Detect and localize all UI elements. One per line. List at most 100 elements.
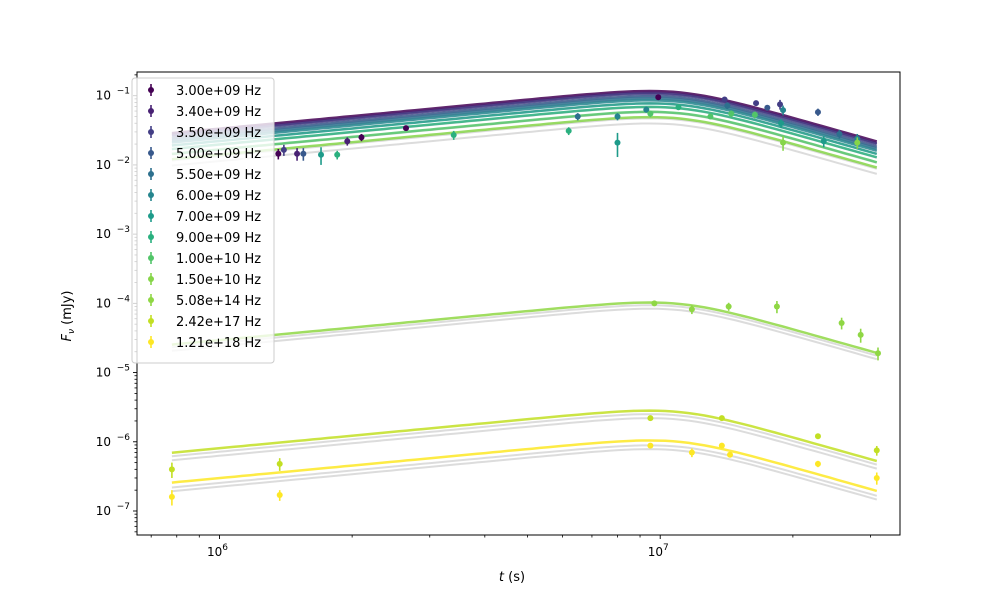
data-point (764, 104, 771, 111)
model-curve (171, 95, 878, 148)
model-curve-gray (171, 417, 878, 470)
model-curve (171, 301, 878, 355)
data-point (814, 433, 821, 440)
legend-marker (148, 276, 154, 282)
model-curve (171, 99, 878, 153)
model-curve-gray (171, 444, 878, 497)
data-point (168, 493, 175, 500)
legend-marker (148, 318, 154, 324)
data-point (777, 101, 784, 108)
data-point (820, 138, 827, 145)
data-point (814, 460, 821, 467)
data-point (647, 110, 654, 117)
data-point (778, 120, 785, 127)
legend-label: 5.50e+09 Hz (176, 168, 261, 183)
legend-marker (148, 171, 154, 177)
data-point (334, 151, 341, 158)
model-curve (171, 409, 878, 463)
legend-entry: 2.42e+17 Hz (148, 315, 261, 330)
data-point (655, 94, 662, 101)
legend-entry: 6.00e+09 Hz (148, 189, 261, 204)
data-point (814, 109, 821, 116)
model-curve (171, 105, 878, 159)
model-curve-gray (171, 307, 878, 361)
data-point (780, 139, 787, 146)
data-point (751, 111, 758, 118)
legend-marker (148, 192, 154, 198)
data-point (875, 350, 882, 357)
data-point (276, 460, 283, 467)
legend-label: 6.00e+09 Hz (176, 189, 261, 204)
data-point (873, 474, 880, 481)
model-curve-gray (171, 448, 878, 501)
model-curves-colored (171, 89, 878, 493)
data-point (857, 331, 864, 338)
legend-label: 1.50e+10 Hz (176, 273, 261, 288)
legend-entry: 1.50e+10 Hz (148, 273, 261, 288)
model-curve-gray (171, 304, 878, 357)
legend-entry: 3.00e+09 Hz (148, 84, 261, 99)
legend-label: 1.21e+18 Hz (176, 336, 261, 351)
legend-label: 5.00e+09 Hz (176, 147, 261, 162)
legend-label: 9.00e+09 Hz (176, 231, 261, 246)
data-point (773, 303, 780, 310)
legend-entry: 3.40e+09 Hz (148, 105, 261, 120)
legend-entry: 7.00e+09 Hz (148, 210, 261, 225)
legend-label: 3.50e+09 Hz (176, 126, 261, 141)
legend-marker (148, 234, 154, 240)
data-point (344, 138, 351, 145)
data-point (727, 451, 734, 458)
legend-entry: 5.00e+09 Hz (148, 147, 261, 162)
legend-box (131, 77, 275, 364)
model-curve (171, 102, 878, 156)
data-point (565, 127, 572, 134)
data-point (718, 415, 725, 422)
legend-label: 5.08e+14 Hz (176, 294, 261, 309)
legend-marker (148, 108, 154, 114)
data-point (276, 492, 283, 499)
legend-marker (148, 150, 154, 156)
data-point (614, 113, 621, 120)
data-point (688, 306, 695, 313)
data-point (275, 150, 282, 157)
model-curve (171, 110, 878, 164)
data-point (300, 150, 307, 157)
data-point (358, 134, 365, 141)
data-point (721, 96, 728, 103)
model-curve-gray (171, 117, 878, 170)
data-point (838, 320, 845, 327)
data-point (647, 442, 654, 449)
legend-label: 3.40e+09 Hz (176, 105, 261, 120)
data-point (614, 139, 621, 146)
data-point (836, 130, 843, 137)
model-curve (171, 96, 878, 150)
data-point (718, 442, 725, 449)
data-point (647, 415, 654, 422)
data-point (728, 110, 735, 117)
data-point (724, 102, 731, 109)
data-point (643, 106, 650, 113)
legend-marker (148, 87, 154, 93)
legend-label: 7.00e+09 Hz (176, 210, 261, 225)
data-point (651, 300, 658, 307)
data-point (168, 466, 175, 473)
legend-marker (148, 129, 154, 135)
legend-entry: 3.50e+09 Hz (148, 126, 261, 141)
data-point (780, 107, 787, 114)
data-point (280, 146, 287, 153)
legend-marker (148, 213, 154, 219)
data-point (403, 125, 410, 132)
data-point (873, 447, 880, 454)
legend-label: 1.00e+10 Hz (176, 252, 261, 267)
model-curve (171, 92, 878, 146)
model-curve-gray (171, 413, 878, 466)
data-point (854, 139, 861, 146)
data-point (725, 303, 732, 310)
model-curve (171, 439, 878, 493)
data-point (318, 151, 325, 158)
legend-marker (148, 297, 154, 303)
data-point (688, 449, 695, 456)
model-curve-gray (171, 122, 878, 175)
data-points (168, 94, 882, 506)
